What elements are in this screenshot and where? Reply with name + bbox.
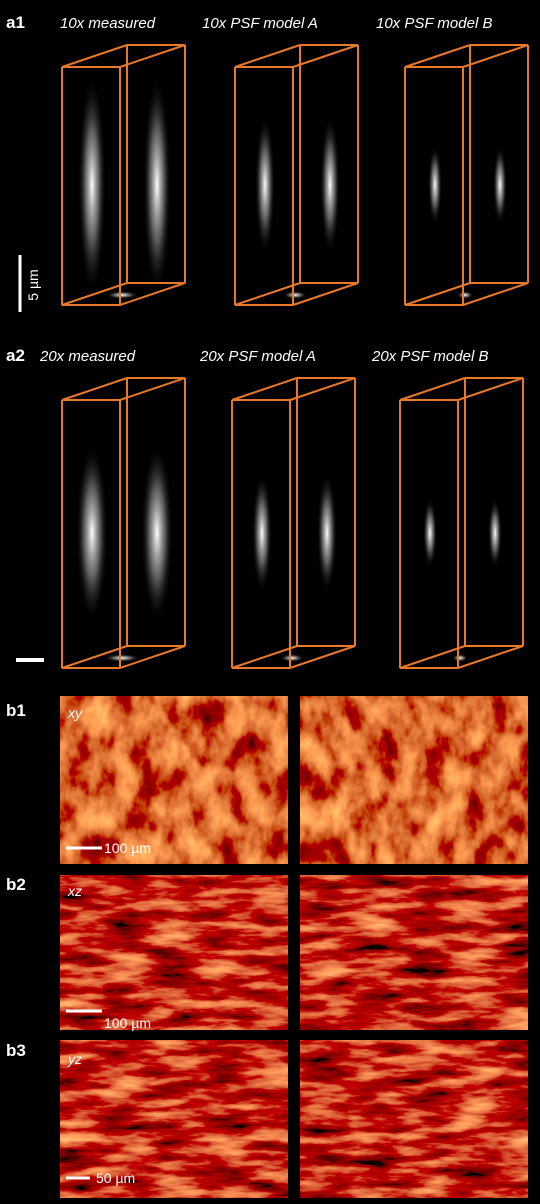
figure: a1 10x measured 10x PSF model A 10x PSF … xyxy=(0,0,540,1204)
plane-label: xz xyxy=(67,883,82,899)
box-edge xyxy=(120,378,185,400)
scale-label: 100 µm xyxy=(104,840,151,856)
box-edge xyxy=(463,283,528,305)
scale-label: 5 µm xyxy=(25,269,41,300)
psf-focus xyxy=(457,291,473,299)
plane-label: xy xyxy=(67,705,83,721)
psf-lobe xyxy=(317,473,337,593)
psf-lobe xyxy=(252,473,272,593)
image-xy xyxy=(60,696,288,864)
image-xz xyxy=(60,875,288,1030)
psf-lobe xyxy=(78,75,106,295)
box-edge xyxy=(400,378,465,400)
psf-focus xyxy=(283,291,307,299)
psf-lobe xyxy=(493,145,507,225)
image-yz xyxy=(300,1040,528,1198)
panel-label: b1 xyxy=(6,701,26,720)
column-title: 20x measured xyxy=(39,348,136,365)
psf-focus xyxy=(104,654,140,662)
psf-lobe xyxy=(428,145,442,225)
column-title: 20x PSF model A xyxy=(199,348,316,365)
column-title: 20x PSF model B xyxy=(371,348,488,365)
box-edge xyxy=(120,45,185,67)
box-edge xyxy=(232,378,297,400)
image-xz xyxy=(300,875,528,1030)
scale-label: 50 µm xyxy=(96,1170,135,1186)
column-title: 10x PSF model B xyxy=(376,15,492,32)
panel-label: b3 xyxy=(6,1041,26,1060)
box-edge xyxy=(405,45,470,67)
scale-label: 100 µm xyxy=(104,1015,151,1031)
plane-label: yz xyxy=(67,1051,82,1067)
panel-label: b2 xyxy=(6,875,26,894)
box-edge xyxy=(458,378,523,400)
psf-lobe xyxy=(76,443,108,623)
psf-focus xyxy=(452,654,468,662)
box-edge xyxy=(235,45,300,67)
box-edge xyxy=(290,378,355,400)
image-xy xyxy=(300,696,528,864)
box-edge xyxy=(62,378,127,400)
panel-label: a1 xyxy=(6,13,25,32)
image-yz xyxy=(60,1040,288,1198)
column-title: 10x PSF model A xyxy=(202,15,318,32)
psf-focus xyxy=(106,291,138,299)
box-edge xyxy=(293,45,358,67)
psf-lobe xyxy=(141,443,173,623)
panel-label: a2 xyxy=(6,346,25,365)
box-edge xyxy=(463,45,528,67)
psf-lobe xyxy=(320,115,340,255)
box-edge xyxy=(62,45,127,67)
column-title: 10x measured xyxy=(60,15,156,32)
psf-lobe xyxy=(255,115,275,255)
psf-lobe xyxy=(488,498,502,568)
psf-lobe xyxy=(143,75,171,295)
psf-lobe xyxy=(423,498,437,568)
box-edge xyxy=(458,646,523,668)
psf-focus xyxy=(280,654,304,662)
